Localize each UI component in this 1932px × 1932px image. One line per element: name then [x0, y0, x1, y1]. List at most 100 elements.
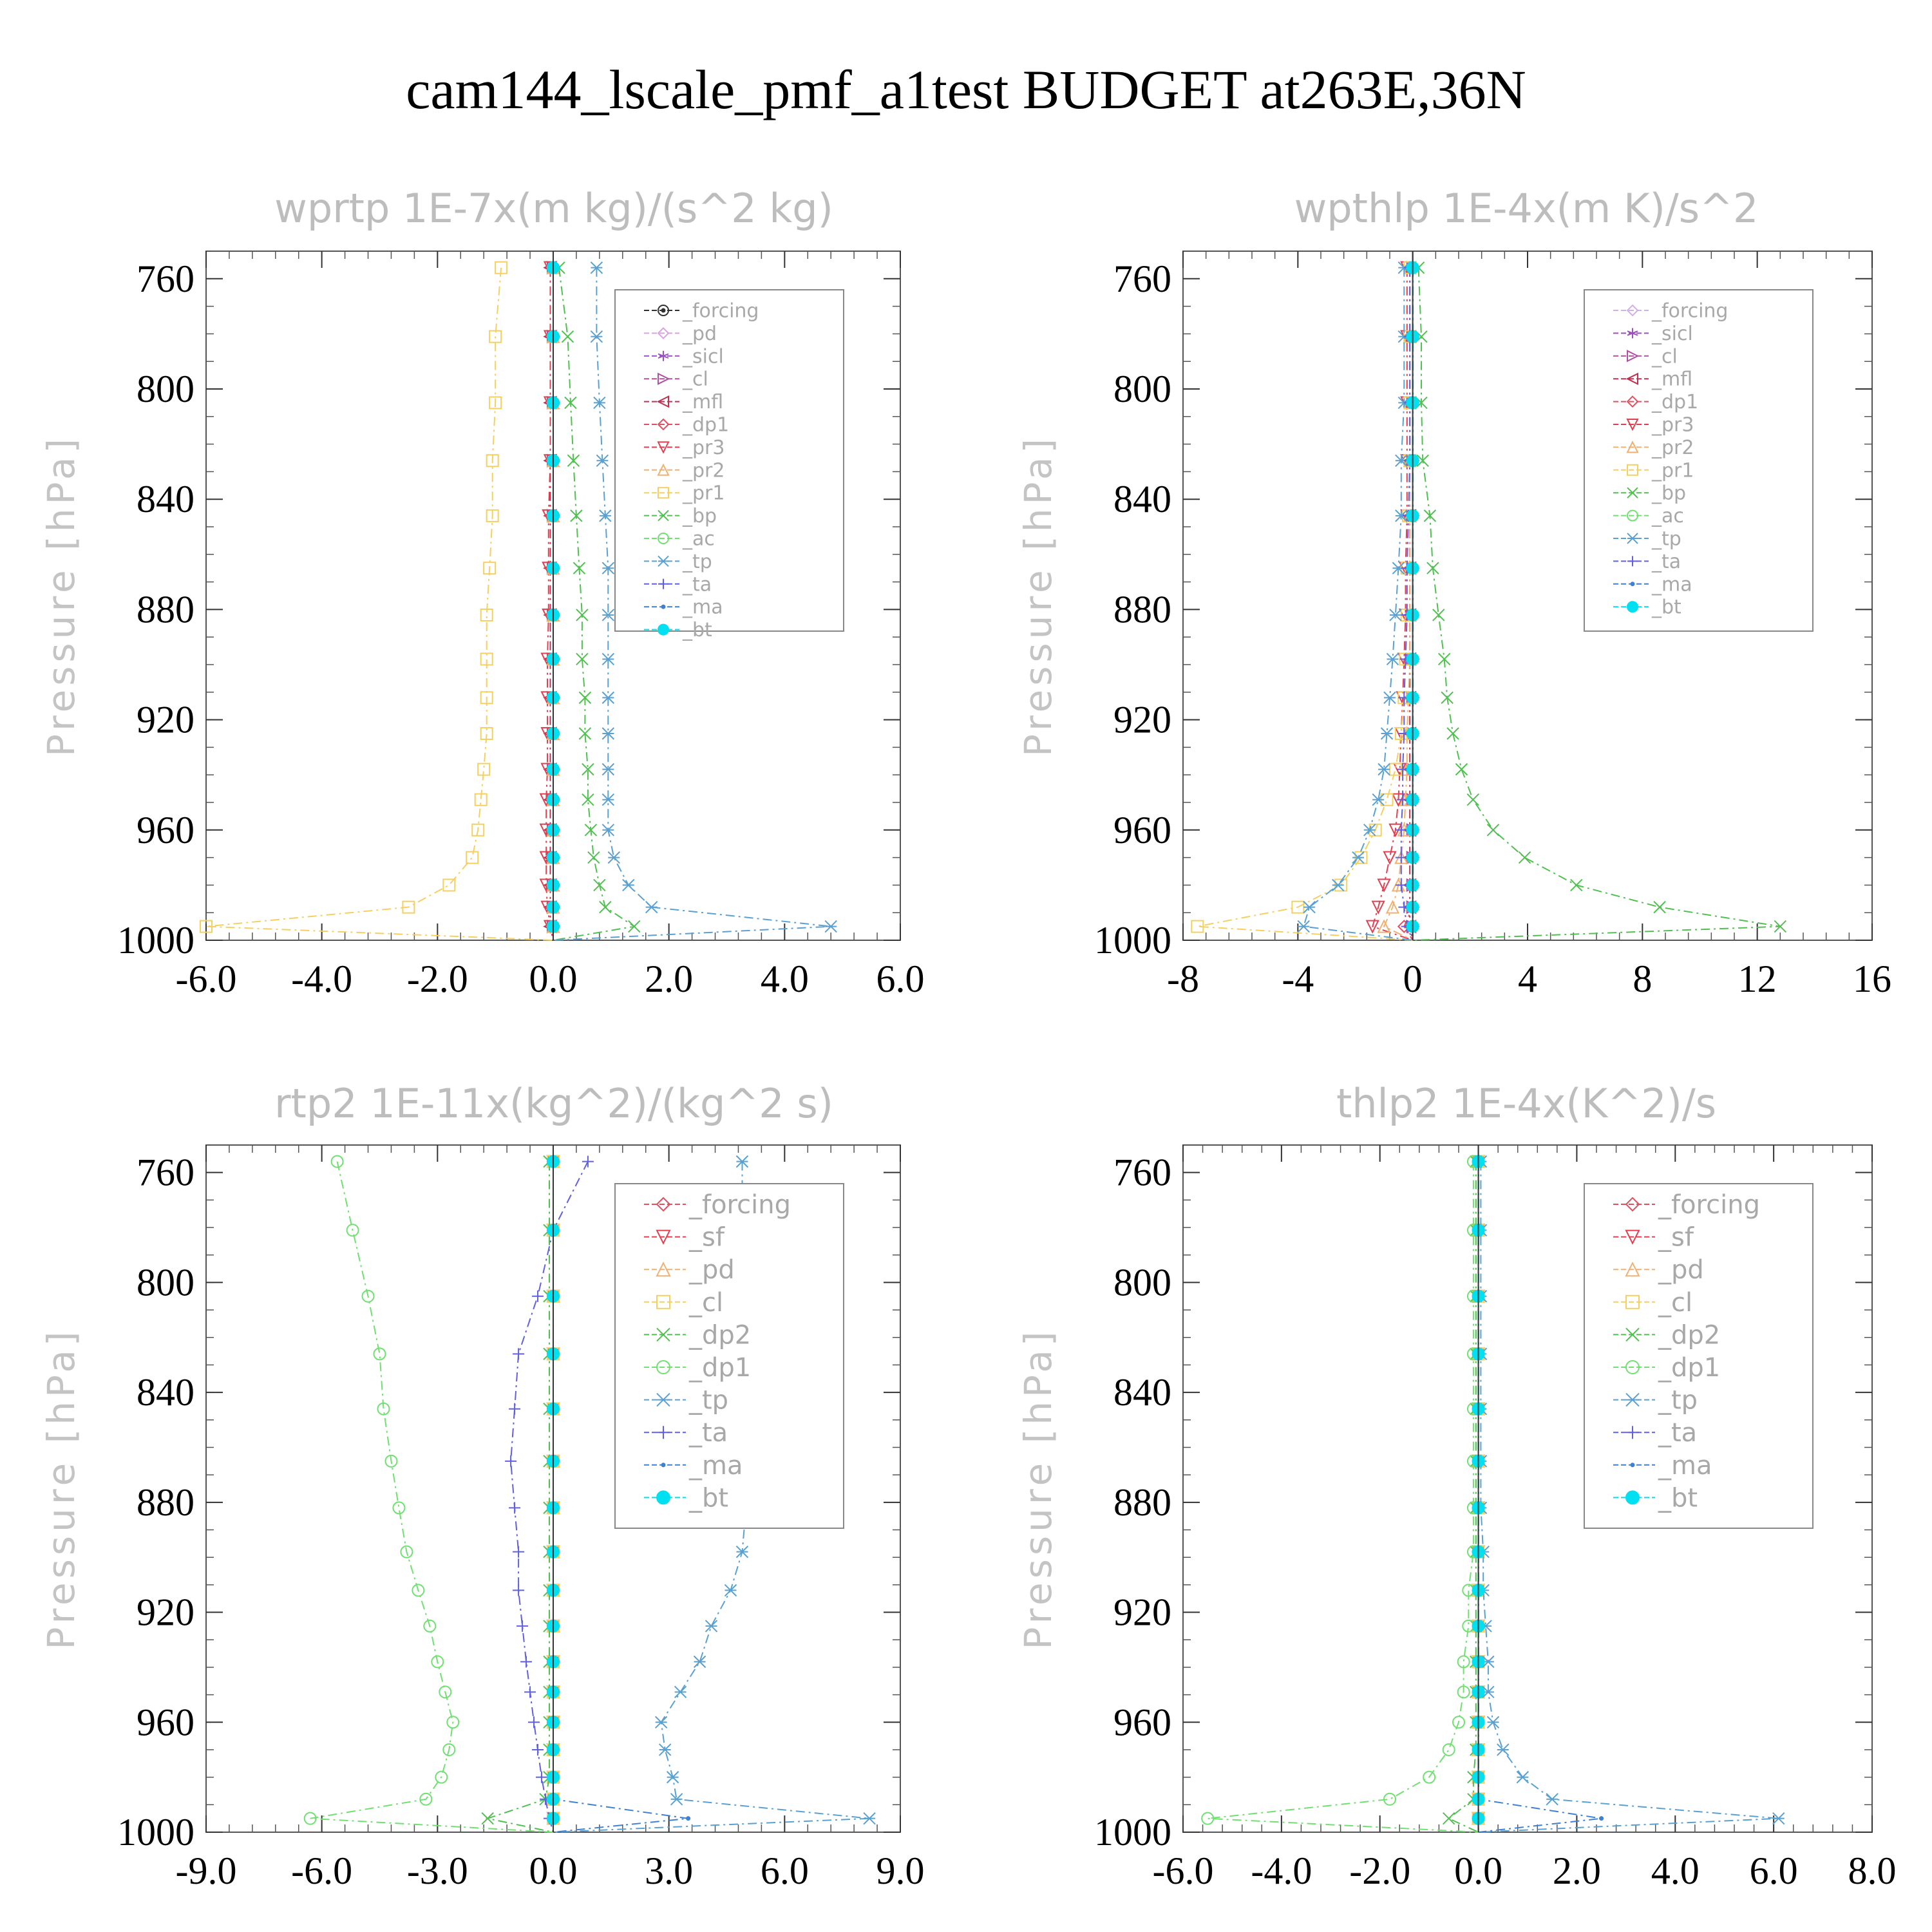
data-point: [1570, 878, 1583, 892]
data-point: [674, 1685, 687, 1699]
legend-label: _dp1: [688, 1353, 751, 1383]
data-point: [536, 1771, 548, 1783]
data-point: [1516, 1770, 1530, 1784]
legend-item: _bt: [1613, 1483, 1698, 1513]
x-tick-label: 6.0: [876, 958, 925, 1000]
series-line: [1478, 1161, 1779, 1833]
series-line: [1208, 1161, 1479, 1833]
data-point: [1653, 900, 1666, 914]
legend-item: _pr2: [1613, 437, 1694, 459]
data-point: [576, 609, 589, 621]
legend-item: _pr3: [1613, 414, 1694, 437]
data-point: [1423, 1770, 1436, 1784]
series-dp1: [1201, 1155, 1480, 1833]
series-line: [1477, 1161, 1602, 1833]
legend-marker: [656, 1229, 671, 1245]
x-tick-label: 4: [1518, 958, 1537, 1000]
data-point: [466, 851, 479, 864]
data-point: [200, 920, 213, 933]
legend-item: _dp2: [1613, 1320, 1720, 1350]
data-point: [1457, 1655, 1470, 1669]
data-point: [1395, 851, 1407, 864]
series-line: [310, 1161, 554, 1833]
legend: _forcing_pd_sicl_cl_mfl_dp1_pr3_pr2_pr1_…: [614, 289, 844, 641]
data-point: [1383, 1792, 1396, 1806]
data-point: [480, 691, 493, 705]
data-point: [593, 878, 606, 892]
x-tick-label: -6.0: [176, 958, 237, 1000]
series-line: [485, 1161, 554, 1833]
legend-marker: [658, 578, 668, 589]
legend-item: _ta: [1613, 551, 1681, 573]
legend-item: _pr2: [644, 459, 724, 482]
y-tick-label: 960: [1113, 809, 1171, 851]
data-point: [489, 396, 502, 410]
legend-label: _cl: [688, 1288, 723, 1318]
data-point: [601, 793, 615, 806]
x-tick-label: -6.0: [291, 1850, 352, 1892]
plot-frame: [1182, 1144, 1873, 1833]
legend-label: _cl: [1651, 345, 1678, 368]
legend-label: _pd: [688, 1255, 735, 1285]
data-point: [1446, 727, 1459, 740]
x-tick-label: 0: [1403, 958, 1423, 1000]
data-point: [1365, 920, 1379, 934]
legend-marker: [661, 604, 666, 609]
y-tick-label: 920: [1113, 1591, 1171, 1634]
x-tick-label: 0.0: [1454, 1850, 1502, 1892]
legend-marker: [656, 395, 669, 408]
data-point: [1442, 1743, 1455, 1756]
legend-item: _dp2: [644, 1320, 751, 1350]
data-point: [735, 1155, 749, 1168]
data-point: [1383, 691, 1396, 705]
legend-item: _dp1: [1613, 391, 1698, 413]
legend-marker: [656, 1360, 670, 1374]
legend-item: _tp: [1613, 1386, 1698, 1416]
data-point: [532, 1743, 544, 1756]
series-line: [553, 267, 636, 941]
data-point: [1303, 900, 1316, 914]
legend-label: _bt: [1651, 596, 1681, 619]
legend-item: _pr3: [644, 437, 724, 459]
data-point: [590, 330, 603, 343]
panel-title: wpthlp 1E-4x(m K)/s^2: [1294, 185, 1759, 232]
legend-label: _ta: [682, 573, 712, 596]
y-tick-label: 880: [1113, 1481, 1171, 1524]
data-point: [564, 396, 577, 410]
legend-label: _ta: [688, 1418, 728, 1448]
x-tick-label: 12: [1738, 958, 1777, 1000]
y-tick-label: 1000: [1094, 1811, 1171, 1853]
x-tick-label: 0.0: [529, 1850, 578, 1892]
x-tick-label: 4.0: [1651, 1850, 1700, 1892]
legend-marker: [1627, 601, 1638, 613]
series-line: [205, 267, 554, 941]
y-tick-label: 760: [137, 258, 194, 300]
data-point: [1386, 652, 1399, 666]
data-point: [303, 1812, 317, 1825]
y-tick-label: 840: [1113, 478, 1171, 520]
legend-item: _tp: [644, 551, 712, 573]
legend-label: _bp: [1651, 482, 1686, 505]
legend-marker: [658, 509, 669, 522]
legend-item: _ta: [1613, 1418, 1697, 1448]
legend: _forcing_sf_pd_cl_dp2_dp1_tp_ta_ma_bt: [1584, 1183, 1814, 1529]
data-point: [377, 1402, 390, 1416]
data-point: [1457, 1685, 1470, 1699]
legend-marker: [658, 487, 669, 499]
legend-marker: [1625, 1229, 1640, 1245]
data-point: [435, 1770, 448, 1784]
series-tp: [553, 261, 837, 941]
data-point: [528, 1716, 540, 1728]
data-point: [601, 727, 615, 740]
y-tick-label: 1000: [1094, 919, 1171, 961]
data-point: [513, 1584, 525, 1596]
y-tick-label: 880: [137, 588, 194, 630]
figure-title: cam144_lscale_pmf_a1test BUDGET at263E,3…: [406, 59, 1526, 120]
data-point: [439, 1685, 452, 1699]
data-point: [346, 1224, 359, 1237]
data-point: [442, 1743, 456, 1756]
series-line: [1197, 267, 1413, 941]
legend-item: _pr1: [644, 482, 724, 505]
legend-item: _ac: [1613, 505, 1684, 527]
legend-label: _ta: [1651, 551, 1681, 573]
